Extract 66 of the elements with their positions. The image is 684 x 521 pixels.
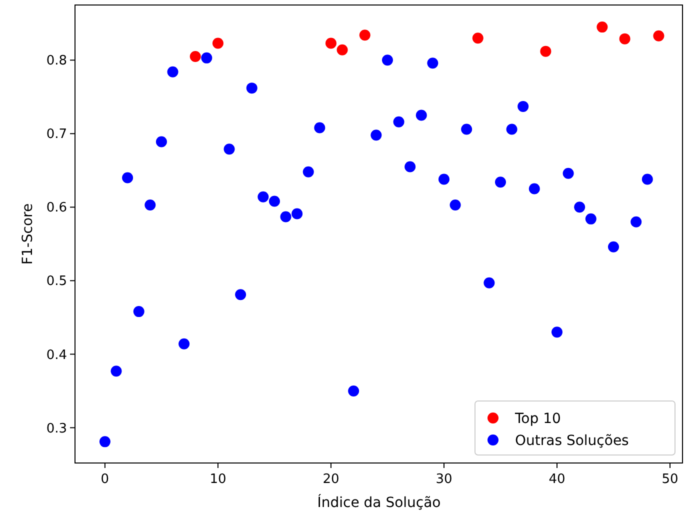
- point: [642, 174, 653, 185]
- point: [235, 289, 246, 300]
- point: [518, 100, 529, 112]
- point: [596, 22, 608, 33]
- x-axis-title: Índice da Solução: [317, 494, 441, 511]
- point: [461, 124, 472, 135]
- point: [540, 46, 552, 57]
- point: [608, 241, 619, 252]
- point: [450, 199, 461, 210]
- x-tick-label: 10: [210, 472, 226, 487]
- point: [494, 176, 506, 188]
- point: [212, 38, 224, 49]
- legend-label: Top 10: [514, 410, 561, 427]
- point: [110, 366, 122, 377]
- point: [99, 436, 110, 448]
- point: [280, 211, 292, 222]
- point: [619, 33, 630, 44]
- point: [382, 54, 393, 66]
- point: [359, 30, 370, 41]
- point: [190, 50, 201, 62]
- point: [178, 338, 190, 350]
- x-tick-label: 50: [662, 472, 678, 487]
- point: [574, 202, 586, 213]
- point: [258, 191, 269, 202]
- point: [438, 174, 450, 185]
- y-tick-label: 0.7: [46, 127, 67, 142]
- y-tick-label: 0.4: [46, 348, 67, 363]
- y-axis-title: F1-Score: [20, 203, 36, 265]
- point: [427, 58, 438, 69]
- legend-label: Outras Soluções: [515, 432, 629, 449]
- y-tick-label: 0.3: [46, 421, 67, 436]
- point: [370, 130, 382, 141]
- x-tick-label: 20: [322, 472, 340, 487]
- x-tick-label: 30: [436, 472, 452, 487]
- point: [585, 213, 596, 224]
- point: [630, 216, 642, 228]
- x-tick-label: 40: [548, 472, 566, 487]
- point: [506, 124, 518, 135]
- point: [484, 277, 495, 288]
- point: [224, 144, 235, 155]
- x-tick-label: 0: [100, 472, 110, 487]
- point: [325, 38, 336, 49]
- point: [472, 32, 484, 44]
- point: [551, 326, 562, 338]
- point: [302, 166, 314, 178]
- point: [528, 183, 540, 194]
- point: [292, 208, 303, 220]
- point: [133, 306, 144, 318]
- point: [404, 161, 416, 172]
- point: [122, 172, 134, 184]
- point: [201, 52, 212, 64]
- y-tick-label: 0.6: [46, 200, 67, 216]
- point: [348, 385, 360, 396]
- point: [246, 82, 258, 94]
- point: [653, 30, 664, 42]
- point: [416, 110, 427, 121]
- point: [562, 168, 574, 179]
- point: [156, 136, 167, 148]
- point: [144, 199, 156, 210]
- y-tick-label: 0.8: [46, 54, 67, 69]
- point: [314, 122, 326, 134]
- y-tick-label: 0.5: [46, 274, 67, 290]
- point: [268, 196, 280, 207]
- point: [393, 116, 404, 128]
- point: [167, 66, 178, 78]
- point: [336, 44, 348, 56]
